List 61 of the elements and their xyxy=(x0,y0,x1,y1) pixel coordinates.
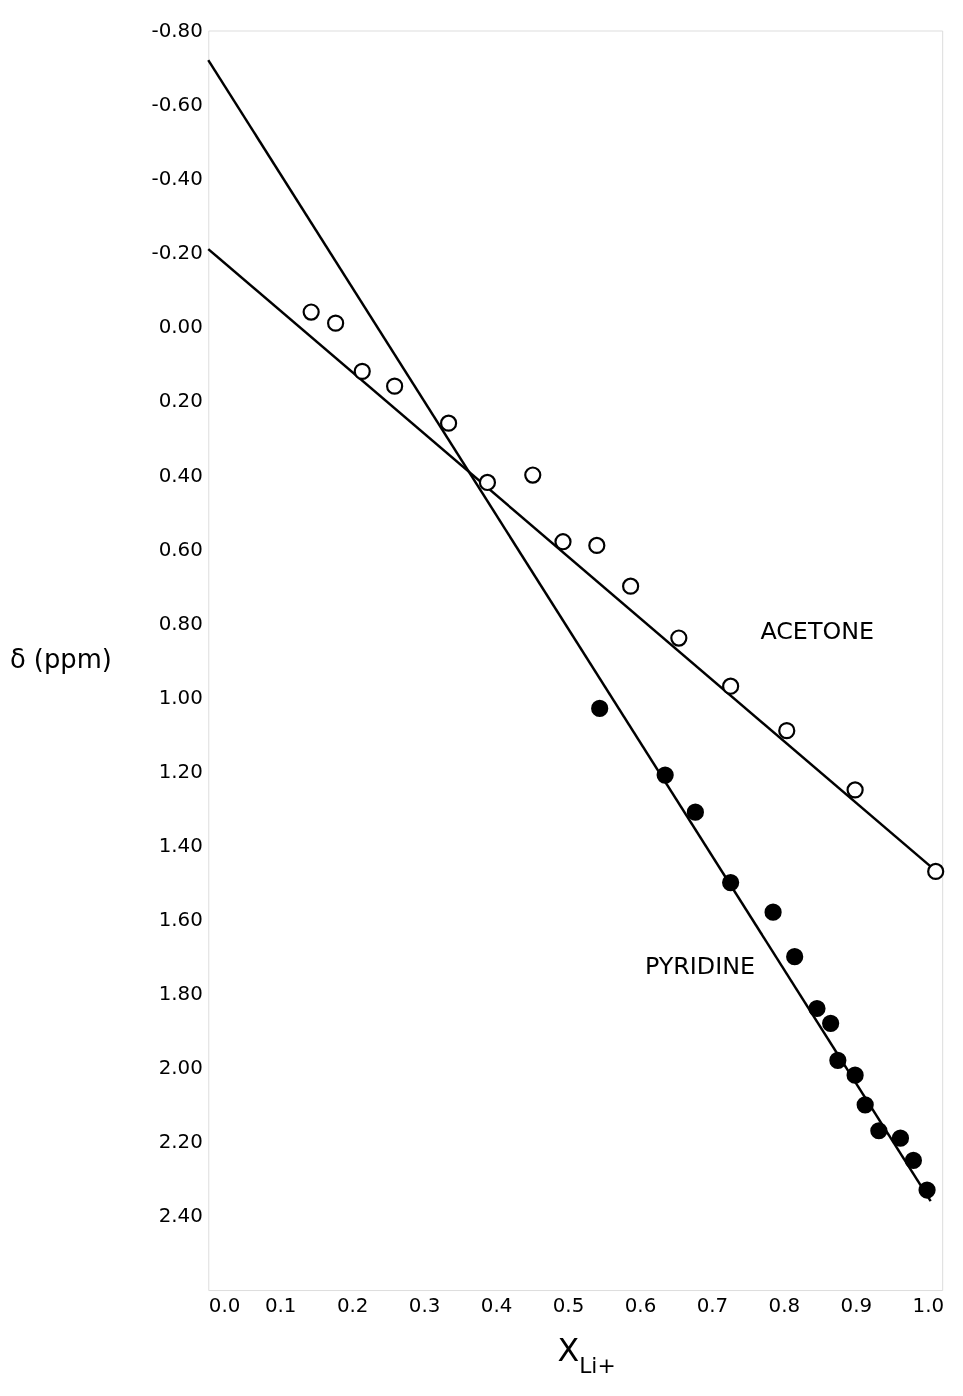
point xyxy=(891,1129,910,1147)
y-tick-label: 0.80 xyxy=(158,611,203,635)
x-tick-label: 0.4 xyxy=(480,1294,513,1318)
point xyxy=(439,414,458,432)
point xyxy=(670,629,688,647)
point xyxy=(856,1096,874,1114)
point xyxy=(778,722,796,740)
x-tick-label: 0.2 xyxy=(336,1294,369,1318)
point xyxy=(829,1051,847,1069)
x-tick-label: 0.1 xyxy=(264,1294,297,1318)
point xyxy=(786,948,804,966)
series-label: PYRIDINE xyxy=(644,951,755,980)
y-tick-label: 2.40 xyxy=(158,1204,203,1228)
point xyxy=(353,362,371,380)
x-tick-label: 0.6 xyxy=(624,1294,657,1318)
y-tick-label: 1.40 xyxy=(158,833,203,857)
point xyxy=(764,903,782,921)
point xyxy=(656,766,674,784)
y-tick-label: -0.40 xyxy=(151,167,203,191)
x-tick-label: 0.8 xyxy=(768,1294,801,1318)
y-tick-label: 2.00 xyxy=(158,1056,203,1080)
point xyxy=(822,1014,840,1032)
y-tick-label: -0.80 xyxy=(151,18,203,42)
x-tick-label: 1.0 xyxy=(912,1294,945,1318)
x-tick-label: 0.7 xyxy=(696,1294,729,1318)
point xyxy=(722,677,740,695)
y-tick-label: 0.00 xyxy=(158,315,203,339)
x-tick-label: 0.9 xyxy=(840,1294,873,1318)
series-label: ACETONE xyxy=(760,616,875,645)
x-tick-label: 0.5 xyxy=(552,1294,585,1318)
y-tick-label: 0.40 xyxy=(158,463,203,487)
point xyxy=(904,1151,922,1169)
x-tick-label: 0.0 xyxy=(208,1294,241,1318)
point xyxy=(302,303,320,321)
point xyxy=(686,803,704,821)
y-tick-label: 0.20 xyxy=(158,389,203,413)
y-tick-label: 1.80 xyxy=(158,982,203,1006)
y-tick-label: 2.20 xyxy=(158,1130,203,1154)
point xyxy=(478,473,497,492)
point xyxy=(846,1066,864,1084)
point xyxy=(386,377,404,395)
y-tick-label: 1.60 xyxy=(158,908,203,932)
y-tick-label: 1.20 xyxy=(158,759,203,783)
point xyxy=(591,699,609,718)
y-tick-label: 0.60 xyxy=(158,537,203,561)
point xyxy=(808,999,826,1018)
point xyxy=(722,873,740,892)
point xyxy=(870,1122,888,1140)
point xyxy=(927,862,945,881)
point xyxy=(588,536,606,555)
point xyxy=(327,314,345,332)
point xyxy=(554,533,572,551)
point xyxy=(524,466,542,484)
y-tick-label: -0.60 xyxy=(151,93,203,117)
y-axis-title: δ (ppm) xyxy=(9,644,112,675)
y-tick-label: 1.00 xyxy=(158,685,203,709)
point xyxy=(622,577,640,595)
point xyxy=(846,781,864,799)
y-tick-label: -0.20 xyxy=(151,241,203,265)
point xyxy=(918,1181,936,1199)
x-tick-label: 0.3 xyxy=(408,1294,441,1318)
